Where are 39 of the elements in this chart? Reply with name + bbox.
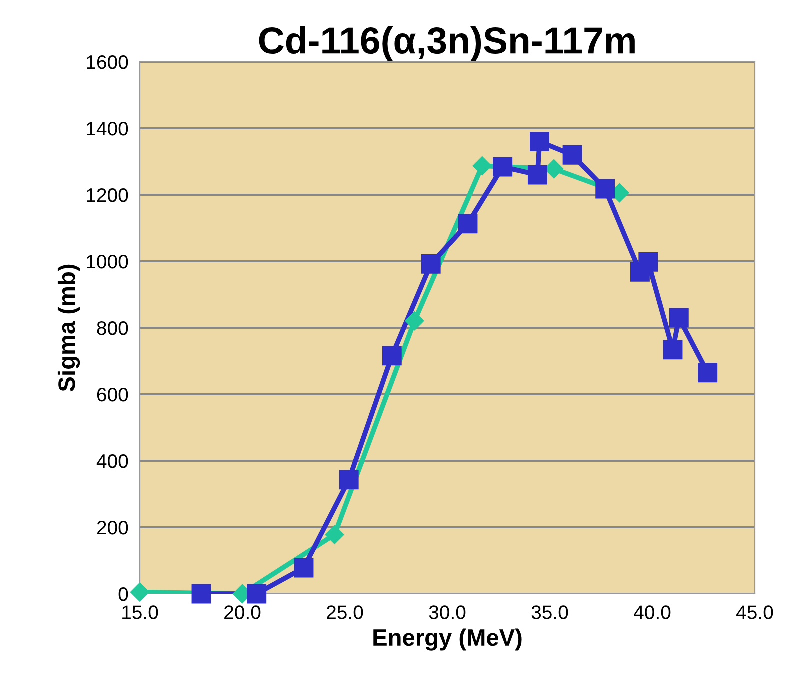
point — [528, 165, 548, 185]
point — [405, 311, 424, 331]
x-tick-label: 45.0 — [736, 606, 774, 620]
point — [458, 214, 478, 234]
x-axis-title: Energy (MeV) — [374, 628, 522, 651]
point — [325, 525, 344, 544]
point — [530, 132, 550, 152]
point — [698, 363, 718, 383]
y-tick-label: 1200 — [87, 188, 128, 202]
x-tick-label: 30.0 — [429, 606, 466, 620]
y-axis-title: Sigma (mb) — [58, 264, 80, 392]
y-tick-label: 600 — [97, 388, 128, 402]
chart-title: Cd-116(α,3n)Sn-117m — [259, 26, 635, 62]
x-tick-label: 25.0 — [327, 606, 364, 620]
point — [562, 145, 582, 165]
y-tick-label: 1000 — [87, 254, 128, 269]
x-tick-label: 20.0 — [224, 606, 261, 620]
point — [339, 470, 359, 490]
x-tick-label: 35.0 — [532, 606, 568, 620]
y-tick-label: 400 — [96, 454, 128, 468]
y-tick-label: 800 — [97, 321, 128, 336]
y-tick-label: 200 — [97, 520, 128, 535]
y-tick-label: 0 — [118, 587, 128, 602]
y-tick-label: 1600 — [87, 55, 128, 70]
x-tick-label: 15.0 — [122, 606, 158, 620]
point — [596, 179, 616, 199]
point — [247, 584, 267, 604]
y-tick-label: 1400 — [87, 122, 128, 136]
x-tick-label: 40.0 — [634, 606, 671, 620]
point — [382, 346, 402, 366]
point — [421, 254, 441, 274]
point — [130, 582, 150, 602]
point — [192, 584, 212, 604]
point — [493, 157, 513, 177]
point — [669, 308, 689, 328]
point — [294, 558, 314, 578]
point — [638, 252, 658, 272]
point — [472, 156, 492, 176]
point — [663, 340, 683, 360]
